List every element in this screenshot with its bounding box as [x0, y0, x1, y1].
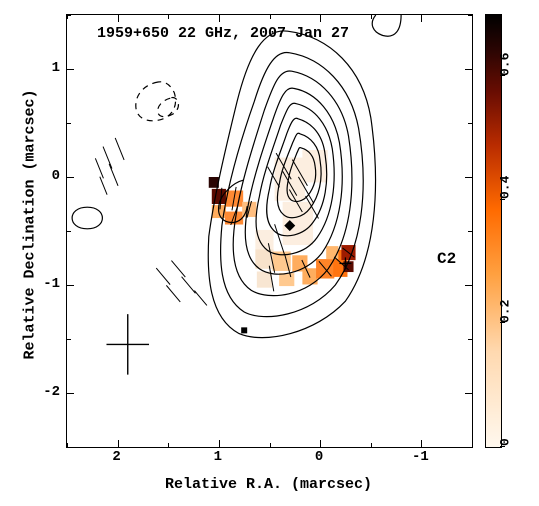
x-tick-label: 0 [315, 449, 323, 465]
x-tick-label: -1 [412, 449, 429, 465]
plot-title: 1959+650 22 GHz, 2007 Jan 27 [97, 25, 349, 42]
colorbar [485, 14, 502, 448]
y-tick-label: 1 [34, 60, 60, 76]
colorbar-tick-label: 0.2 [498, 299, 513, 322]
colorbar-tick-label: 0.6 [498, 52, 513, 75]
feature-label-c2: C2 [437, 250, 456, 268]
radio-map-figure: 1959+650 22 GHz, 2007 Jan 27 C2 0 0.2 0.4 0… [0, 0, 539, 506]
colorbar-tick-label: 0.4 [498, 176, 513, 199]
x-tick-label: 1 [214, 449, 222, 465]
y-tick-label: -2 [34, 384, 60, 400]
y-tick-label: -1 [34, 276, 60, 292]
x-axis-label: Relative R.A. (marcsec) [66, 476, 471, 493]
x-tick-label: 2 [112, 449, 120, 465]
map-svg [67, 15, 472, 447]
y-tick-label: 0 [34, 168, 60, 184]
plot-area: 1959+650 22 GHz, 2007 Jan 27 C2 [66, 14, 473, 448]
colorbar-gradient [486, 15, 501, 447]
